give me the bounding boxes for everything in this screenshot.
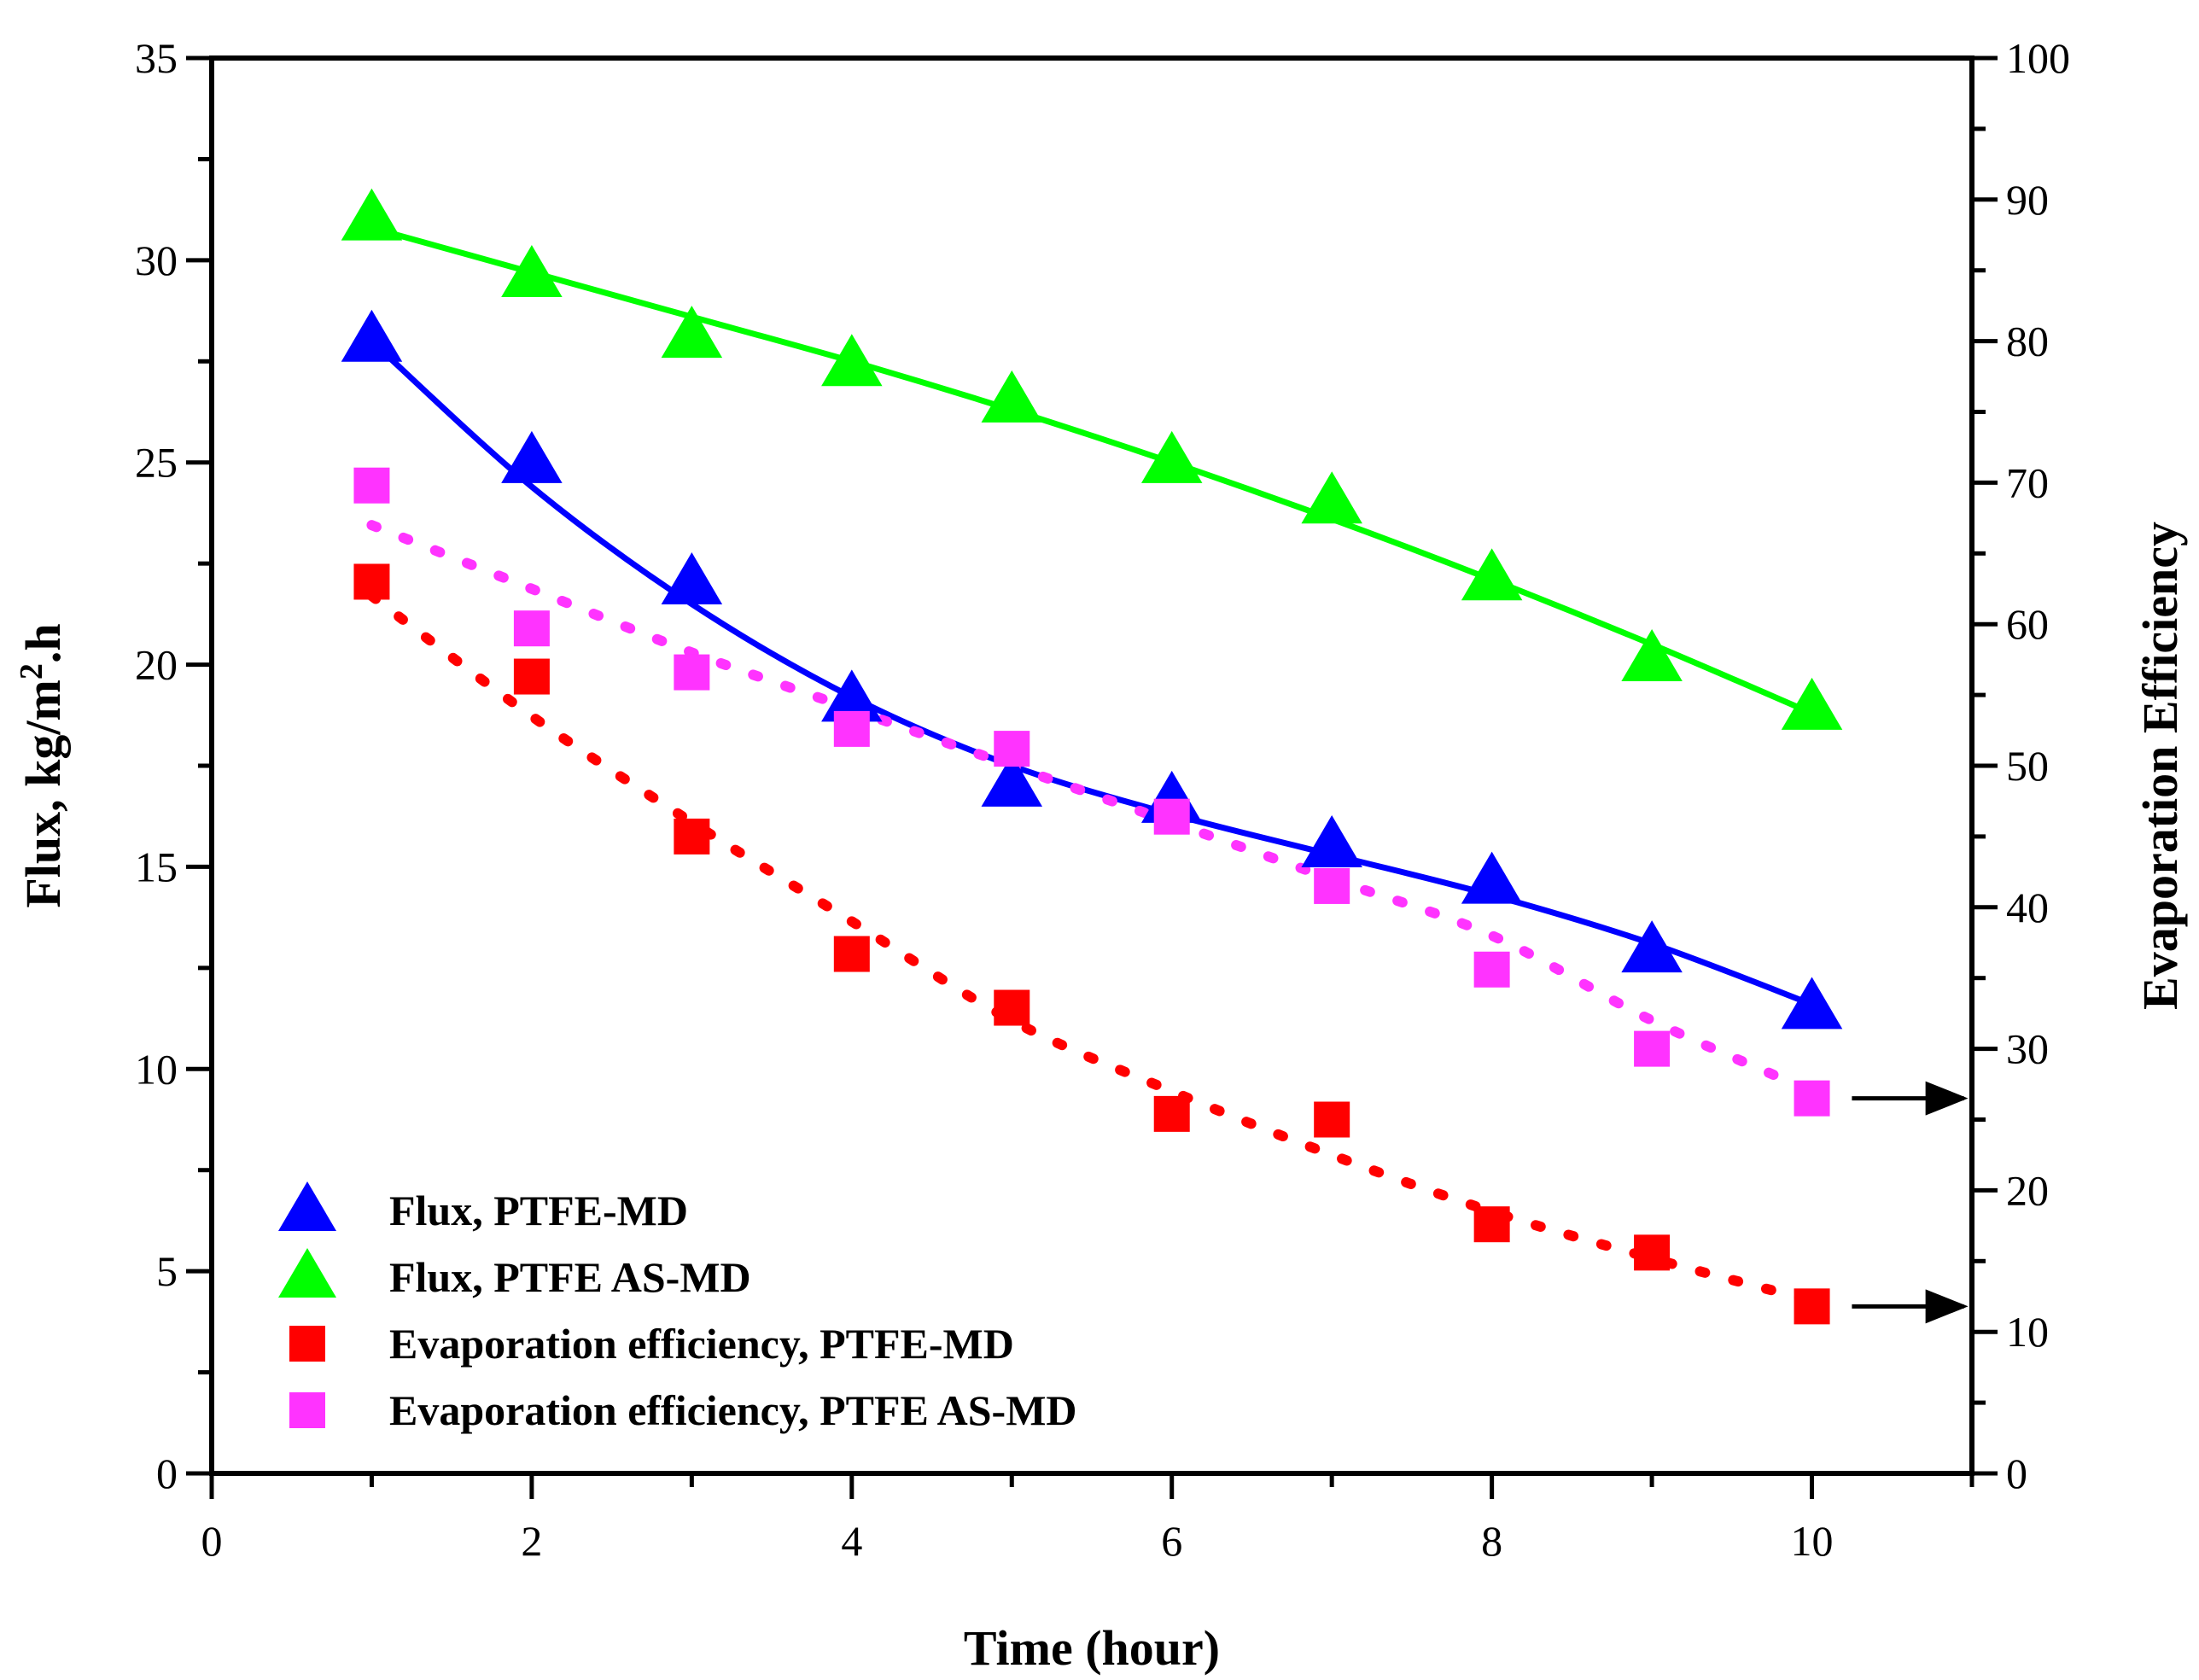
y2-tick-label: 20	[2006, 1166, 2049, 1214]
y-tick-label: 30	[135, 236, 178, 284]
marker-series-3	[513, 610, 550, 647]
marker-series-1	[661, 306, 723, 359]
marker-series-0	[501, 430, 563, 483]
x-tick-label: 10	[1791, 1517, 1834, 1565]
marker-series-2	[1634, 1234, 1671, 1271]
y2-tick-label: 80	[2006, 318, 2049, 365]
y2-tick-label: 100	[2006, 34, 2070, 82]
fit-line-series-2	[366, 591, 1817, 1306]
marker-series-3	[1794, 1080, 1830, 1117]
legend-marker	[278, 1248, 336, 1298]
marker-series-2	[353, 563, 390, 600]
y2-tick-label: 0	[2006, 1450, 2027, 1497]
marker-series-0	[1621, 920, 1683, 973]
marker-series-0	[1301, 814, 1362, 867]
marker-series-2	[833, 936, 870, 972]
y-tick-label: 35	[135, 34, 178, 82]
x-axis-title: Time (hour)	[964, 1620, 1220, 1676]
marker-series-3	[1473, 951, 1510, 988]
marker-series-2	[1153, 1095, 1190, 1132]
marker-series-2	[994, 989, 1030, 1026]
marker-series-0	[1781, 977, 1843, 1030]
marker-series-1	[501, 245, 563, 298]
legend-marker	[278, 1181, 336, 1231]
y2-tick-label: 60	[2006, 600, 2049, 648]
marker-series-3	[994, 731, 1030, 767]
legend-label: Flux, PTFE AS-MD	[389, 1253, 751, 1301]
legend-marker	[289, 1392, 325, 1428]
x-tick-label: 6	[1161, 1517, 1182, 1565]
fit-line-series-0	[368, 338, 1816, 1007]
marker-series-1	[821, 334, 883, 387]
y-tick-label: 15	[135, 843, 178, 890]
y2-tick-label: 10	[2006, 1308, 2049, 1356]
y2-axis-title: Evaporation Efficiency	[2132, 522, 2188, 1010]
marker-series-3	[353, 467, 390, 504]
legend-label: Evaporation efficiency, PTFE-MD	[389, 1320, 1014, 1368]
fit-line-series-3	[366, 520, 1817, 1097]
marker-series-1	[1140, 430, 1203, 483]
marker-series-1	[1621, 629, 1683, 682]
tick-labels: 0 2 4 6 8 10051015202530350102030405060708090…	[135, 34, 2070, 1565]
plot-frame	[209, 55, 1974, 1476]
marker-series-0	[1461, 851, 1523, 904]
y-axis-title-main: Flux, kg/m	[15, 680, 71, 908]
marker-series-2	[1473, 1206, 1510, 1243]
y-tick-label: 5	[156, 1247, 178, 1295]
marker-series-3	[1314, 867, 1350, 904]
y2-tick-label: 70	[2006, 458, 2049, 506]
marker-series-1	[1301, 471, 1362, 524]
marker-series-3	[833, 710, 870, 747]
legend-label: Evaporation efficiency, PTFE AS-MD	[389, 1386, 1077, 1434]
marker-series-0	[341, 309, 403, 362]
marker-series-3	[1153, 798, 1190, 835]
marker-series-3	[674, 654, 710, 691]
legend: Flux, PTFE-MD Flux, PTFE AS-MD Evaporation…	[278, 1181, 1077, 1434]
marker-series-1	[341, 188, 403, 241]
marker-series-2	[1794, 1288, 1830, 1325]
marker-series-2	[513, 658, 550, 695]
y-axis-title-suffix: .h	[15, 623, 71, 663]
y-axis-title-superscript: 2	[14, 663, 50, 680]
x-tick-label: 8	[1481, 1517, 1502, 1565]
data-markers	[341, 188, 1843, 1325]
marker-series-3	[1634, 1030, 1671, 1067]
legend-marker	[289, 1326, 325, 1362]
marker-series-0	[661, 552, 723, 605]
y-tick-label: 10	[135, 1045, 178, 1093]
annotation-arrows	[1852, 1081, 1969, 1324]
y2-tick-label: 30	[2006, 1025, 2049, 1073]
y-tick-label: 20	[135, 641, 178, 689]
fit-lines	[366, 225, 1817, 1306]
marker-series-1	[981, 370, 1043, 423]
marker-series-1	[1781, 677, 1843, 730]
y2-tick-label: 90	[2006, 176, 2049, 224]
y2-tick-label: 50	[2006, 742, 2049, 790]
marker-series-1	[1461, 548, 1523, 601]
y-tick-label: 25	[135, 439, 178, 487]
y-tick-label: 0	[156, 1450, 178, 1497]
x-tick-label: 0	[201, 1517, 223, 1565]
marker-series-0	[981, 754, 1043, 807]
legend-label: Flux, PTFE-MD	[389, 1187, 688, 1234]
marker-series-2	[674, 818, 710, 855]
marker-series-2	[1314, 1101, 1350, 1138]
y-axis-title: Flux, kg/m2.h	[14, 623, 71, 907]
x-tick-label: 4	[841, 1517, 862, 1565]
fit-line-series-1	[368, 225, 1816, 716]
y2-tick-label: 40	[2006, 884, 2049, 931]
x-tick-label: 2	[521, 1517, 542, 1565]
